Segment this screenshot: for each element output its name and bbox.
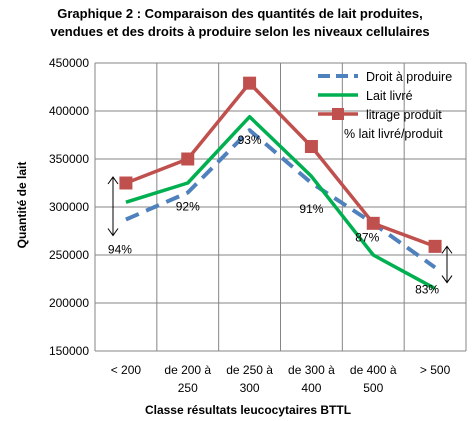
arrow-head <box>441 275 453 284</box>
legend-entry: Lait livré <box>366 89 413 103</box>
x-tick-label: 300 <box>240 381 260 395</box>
y-tick-label: 400000 <box>49 104 89 118</box>
x-tick-label: 400 <box>301 381 321 395</box>
legend-entry-extra: % lait livré/produit <box>344 127 443 141</box>
y-tick-label: 150000 <box>49 344 89 358</box>
legend: Droit à produire Lait livré litrage produi… <box>318 70 452 141</box>
percent-label: 93% <box>238 133 262 147</box>
x-tick-label: de 250 à <box>226 363 273 377</box>
y-tick-label: 300000 <box>49 200 89 214</box>
arrow-head <box>107 176 119 185</box>
chart-title-line-1: Graphique 2 : Comparaison des quantités … <box>57 6 423 21</box>
series-marker <box>243 76 257 90</box>
percent-label: 83% <box>415 282 439 296</box>
x-tick-label: 250 <box>178 381 198 395</box>
series-marker <box>304 140 318 154</box>
series-line-1 <box>125 115 436 291</box>
legend-entry: litrage produit <box>366 108 442 122</box>
x-axis-label: Classe résultats leucocytaires BTTL <box>145 403 351 417</box>
y-axis-label: Quantité de lait <box>15 162 29 249</box>
percent-label: 94% <box>108 242 132 256</box>
legend-marker <box>332 108 344 120</box>
series-marker <box>428 239 442 253</box>
x-tick-label: 500 <box>363 381 383 395</box>
y-tick-label: 450000 <box>49 56 89 70</box>
legend-entry: Droit à produire <box>366 70 452 84</box>
chart-title-line-2: vendues et des droits à produire selon l… <box>50 24 429 39</box>
arrow-head <box>441 245 453 254</box>
x-tick-label: de 200 à <box>164 363 211 377</box>
series-line-2 <box>125 81 436 248</box>
series <box>119 76 442 291</box>
y-tick-label: 200000 <box>49 296 89 310</box>
axes: 150000 200000 250000 300000 350000 400000 4500… <box>49 56 451 395</box>
x-tick-label: > 500 <box>420 363 451 377</box>
annotations: 94% 92% 93% 91% 87% 83% <box>107 133 453 296</box>
series-marker <box>119 176 133 190</box>
y-tick-label: 250000 <box>49 248 89 262</box>
x-tick-label: < 200 <box>111 363 142 377</box>
series-line-0 <box>125 128 437 270</box>
series-marker <box>181 152 195 166</box>
arrow-head <box>107 228 119 237</box>
series-marker <box>366 216 380 230</box>
percent-label: 91% <box>299 202 323 216</box>
percent-label: 87% <box>355 230 379 244</box>
y-tick-label: 350000 <box>49 152 89 166</box>
x-tick-label: de 300 à <box>288 363 335 377</box>
x-tick-label: de 400 à <box>350 363 397 377</box>
percent-label: 92% <box>176 200 200 214</box>
